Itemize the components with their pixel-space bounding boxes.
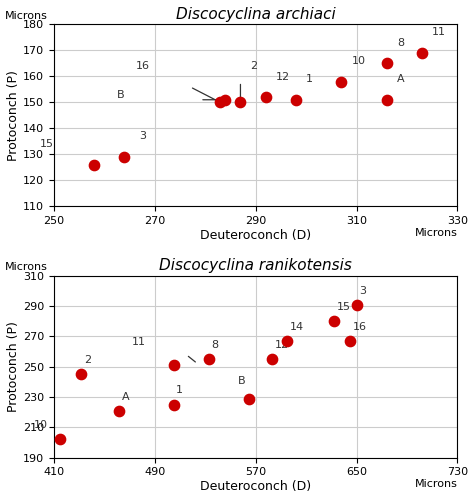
- Text: 2: 2: [84, 355, 91, 365]
- Text: Microns: Microns: [415, 228, 457, 238]
- Text: 1: 1: [306, 74, 313, 84]
- Point: [418, 49, 426, 57]
- Text: 11: 11: [132, 337, 146, 347]
- Point: [338, 78, 345, 86]
- Title: Discocyclina ranikotensis: Discocyclina ranikotensis: [159, 258, 352, 274]
- Text: 16: 16: [353, 322, 367, 332]
- Point: [115, 406, 123, 414]
- Text: Microns: Microns: [415, 480, 457, 490]
- Point: [284, 337, 291, 345]
- Y-axis label: Protoconch (P): Protoconch (P): [7, 70, 20, 161]
- Text: 12: 12: [276, 72, 290, 82]
- Point: [77, 370, 85, 378]
- Point: [217, 98, 224, 106]
- Text: 8: 8: [211, 340, 218, 350]
- Point: [170, 400, 177, 408]
- Point: [246, 394, 253, 402]
- Point: [121, 153, 128, 161]
- Point: [353, 300, 361, 308]
- Text: 15: 15: [336, 302, 351, 312]
- Text: 1: 1: [176, 386, 183, 396]
- Text: Microns: Microns: [5, 262, 48, 272]
- Point: [383, 60, 390, 68]
- X-axis label: Deuteroconch (D): Deuteroconch (D): [200, 480, 311, 493]
- X-axis label: Deuteroconch (D): Deuteroconch (D): [200, 228, 311, 241]
- Point: [383, 96, 390, 104]
- Text: 15: 15: [40, 139, 54, 149]
- Point: [90, 160, 98, 168]
- Point: [346, 337, 354, 345]
- Text: 11: 11: [432, 28, 446, 38]
- Text: Microns: Microns: [5, 11, 48, 21]
- Text: B: B: [117, 90, 124, 100]
- Point: [268, 355, 276, 363]
- Text: 14: 14: [290, 322, 304, 332]
- Text: A: A: [397, 74, 405, 84]
- Text: 8: 8: [397, 38, 404, 48]
- Text: 10: 10: [33, 420, 48, 430]
- Point: [205, 355, 213, 363]
- Point: [292, 96, 300, 104]
- Point: [170, 361, 177, 369]
- Point: [56, 436, 64, 444]
- Text: A: A: [122, 392, 130, 402]
- Y-axis label: Protoconch (P): Protoconch (P): [7, 322, 20, 412]
- Title: Discocyclina archiaci: Discocyclina archiaci: [176, 7, 335, 22]
- Point: [330, 318, 338, 326]
- Text: 3: 3: [359, 286, 366, 296]
- Text: 16: 16: [135, 61, 150, 71]
- Text: 10: 10: [352, 56, 365, 66]
- Text: 3: 3: [140, 132, 146, 141]
- Text: 2: 2: [250, 61, 257, 71]
- Point: [221, 96, 229, 104]
- Point: [237, 98, 244, 106]
- Text: B: B: [238, 376, 246, 386]
- Text: 12: 12: [275, 340, 289, 350]
- Point: [262, 93, 269, 101]
